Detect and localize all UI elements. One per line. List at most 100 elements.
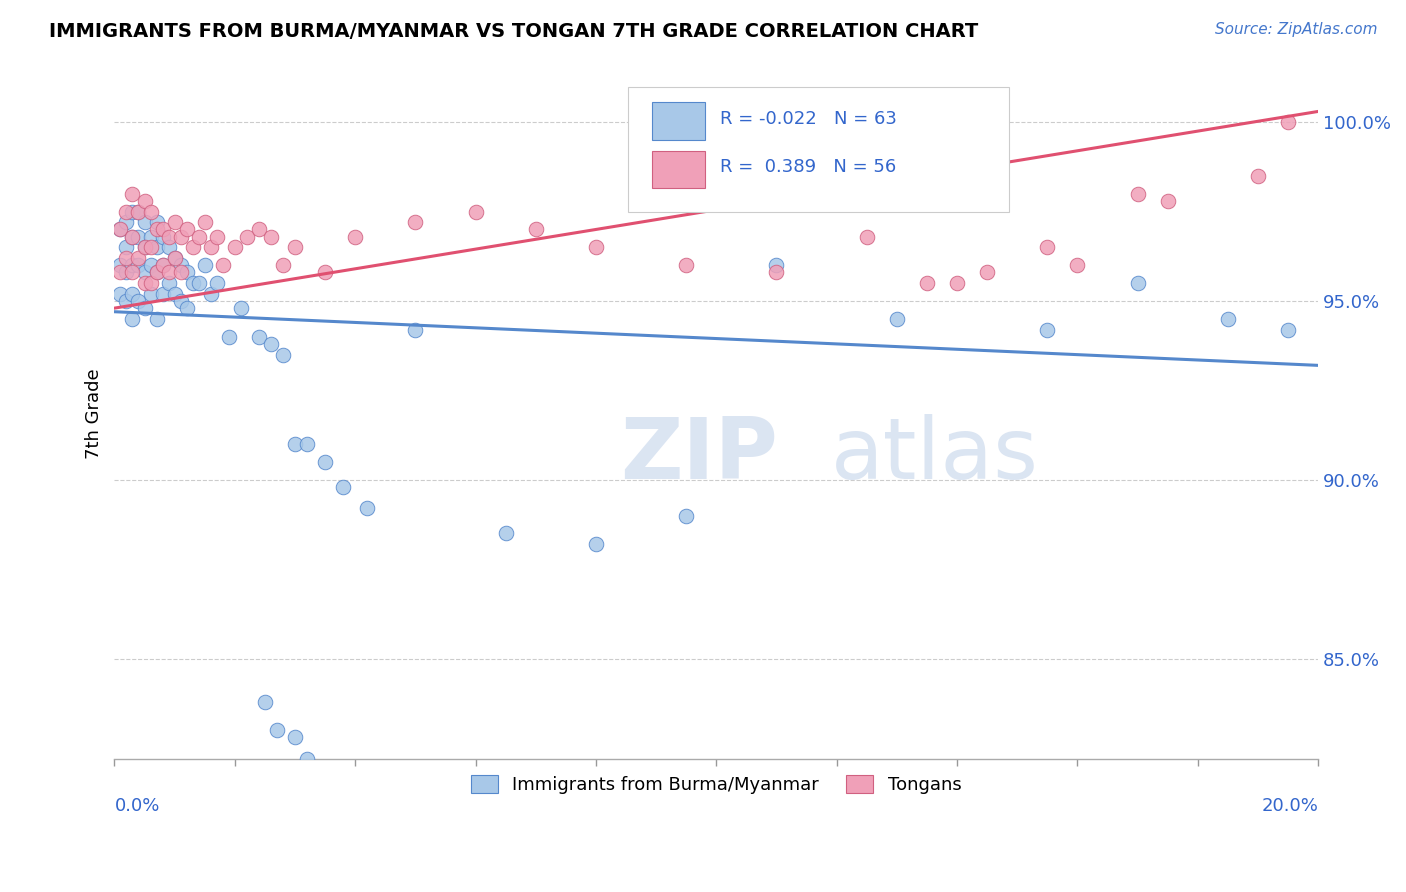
- Point: [200, 286, 222, 301]
- Point: [314, 265, 336, 279]
- Point: [344, 229, 367, 244]
- Point: [127, 293, 149, 308]
- Point: [127, 204, 149, 219]
- Point: [765, 265, 787, 279]
- Point: [139, 286, 162, 301]
- Point: [284, 240, 307, 254]
- Point: [169, 258, 191, 272]
- Point: [157, 229, 180, 244]
- Point: [295, 437, 318, 451]
- Point: [110, 222, 132, 236]
- Point: [1247, 169, 1270, 183]
- Point: [260, 337, 283, 351]
- Point: [169, 229, 191, 244]
- Text: ZIP: ZIP: [620, 414, 778, 497]
- Point: [181, 276, 204, 290]
- Point: [145, 311, 167, 326]
- Point: [139, 229, 162, 244]
- Point: [115, 204, 138, 219]
- Point: [271, 258, 294, 272]
- Point: [110, 286, 132, 301]
- Point: [163, 215, 186, 229]
- Point: [1036, 323, 1059, 337]
- Point: [976, 265, 998, 279]
- Point: [224, 240, 246, 254]
- Point: [152, 258, 174, 272]
- Point: [163, 251, 186, 265]
- Text: 20.0%: 20.0%: [1261, 797, 1319, 814]
- Point: [585, 240, 607, 254]
- Point: [121, 186, 143, 201]
- FancyBboxPatch shape: [652, 103, 706, 140]
- Point: [946, 276, 969, 290]
- Point: [464, 204, 486, 219]
- Point: [145, 215, 167, 229]
- Point: [127, 229, 149, 244]
- Point: [121, 204, 143, 219]
- Point: [115, 293, 138, 308]
- Point: [211, 258, 233, 272]
- Point: [134, 240, 156, 254]
- Point: [218, 330, 240, 344]
- Point: [524, 222, 547, 236]
- Point: [139, 240, 162, 254]
- Point: [176, 301, 198, 315]
- Point: [495, 526, 517, 541]
- Point: [134, 215, 156, 229]
- Point: [134, 240, 156, 254]
- Point: [163, 251, 186, 265]
- Point: [110, 222, 132, 236]
- Text: atlas: atlas: [831, 414, 1039, 497]
- Point: [121, 258, 143, 272]
- Point: [356, 501, 378, 516]
- Point: [157, 276, 180, 290]
- Point: [134, 265, 156, 279]
- Text: 0.0%: 0.0%: [114, 797, 160, 814]
- Point: [152, 286, 174, 301]
- Point: [284, 437, 307, 451]
- Point: [145, 240, 167, 254]
- Point: [169, 293, 191, 308]
- Point: [110, 265, 132, 279]
- Point: [121, 229, 143, 244]
- Point: [1126, 276, 1149, 290]
- Point: [205, 229, 228, 244]
- Point: [247, 330, 270, 344]
- Point: [1277, 115, 1299, 129]
- Point: [139, 276, 162, 290]
- Point: [332, 480, 354, 494]
- Point: [115, 251, 138, 265]
- Point: [1156, 194, 1178, 208]
- Point: [1216, 311, 1239, 326]
- Point: [194, 215, 217, 229]
- Point: [152, 229, 174, 244]
- Point: [1066, 258, 1088, 272]
- Point: [585, 537, 607, 551]
- Point: [229, 301, 252, 315]
- Point: [145, 222, 167, 236]
- Point: [115, 215, 138, 229]
- Point: [157, 240, 180, 254]
- Point: [200, 240, 222, 254]
- Point: [139, 204, 162, 219]
- Point: [139, 258, 162, 272]
- Point: [765, 258, 787, 272]
- Point: [675, 508, 697, 523]
- Point: [110, 258, 132, 272]
- Text: R =  0.389   N = 56: R = 0.389 N = 56: [720, 158, 896, 177]
- Point: [163, 286, 186, 301]
- Point: [187, 276, 209, 290]
- Point: [157, 265, 180, 279]
- Point: [115, 265, 138, 279]
- Point: [176, 222, 198, 236]
- FancyBboxPatch shape: [652, 151, 706, 188]
- Point: [404, 323, 426, 337]
- Point: [1126, 186, 1149, 201]
- Point: [134, 276, 156, 290]
- Text: Source: ZipAtlas.com: Source: ZipAtlas.com: [1215, 22, 1378, 37]
- Point: [176, 265, 198, 279]
- Legend: Immigrants from Burma/Myanmar, Tongans: Immigrants from Burma/Myanmar, Tongans: [464, 768, 969, 802]
- Point: [169, 265, 191, 279]
- Point: [145, 265, 167, 279]
- Point: [236, 229, 259, 244]
